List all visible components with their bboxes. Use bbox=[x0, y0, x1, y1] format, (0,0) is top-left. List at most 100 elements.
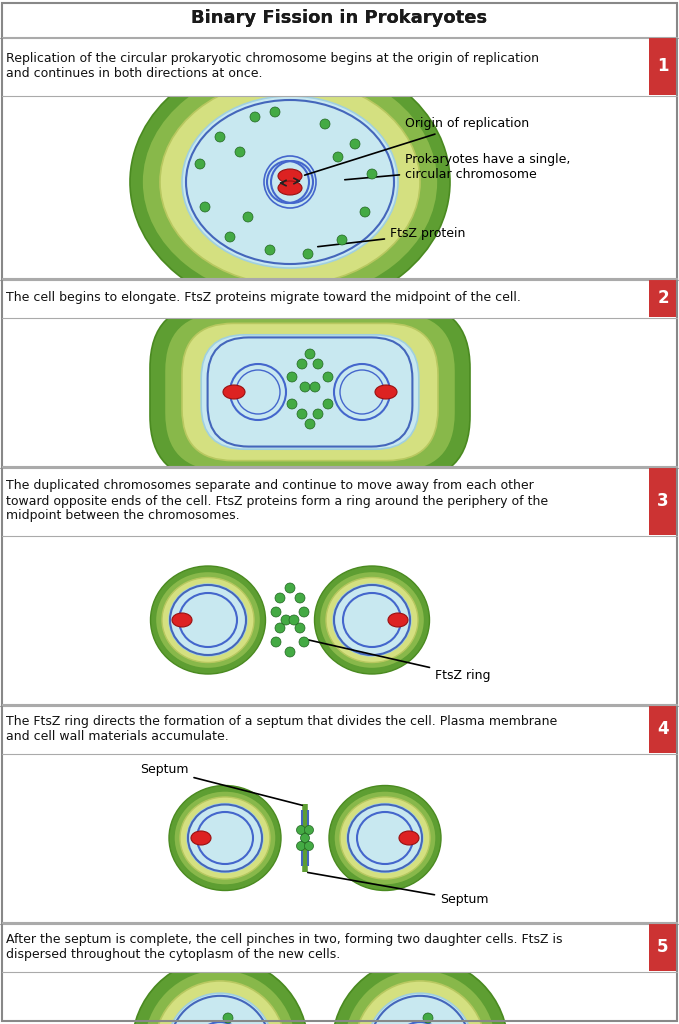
Circle shape bbox=[300, 382, 310, 392]
Circle shape bbox=[350, 139, 360, 150]
Ellipse shape bbox=[143, 970, 297, 1024]
Circle shape bbox=[271, 637, 281, 647]
Text: Septum: Septum bbox=[140, 764, 302, 805]
Circle shape bbox=[271, 607, 281, 617]
Text: FtsZ ring: FtsZ ring bbox=[303, 639, 490, 682]
Circle shape bbox=[299, 637, 309, 647]
Ellipse shape bbox=[278, 169, 302, 183]
Circle shape bbox=[297, 842, 306, 851]
Text: 1: 1 bbox=[657, 57, 669, 75]
Ellipse shape bbox=[388, 613, 408, 627]
Ellipse shape bbox=[169, 584, 247, 656]
FancyBboxPatch shape bbox=[201, 335, 419, 450]
Circle shape bbox=[367, 169, 377, 179]
Text: The cell begins to elongate. FtsZ proteins migrate toward the midpoint of the ce: The cell begins to elongate. FtsZ protei… bbox=[6, 292, 521, 304]
Circle shape bbox=[287, 372, 297, 382]
Circle shape bbox=[285, 647, 295, 657]
Ellipse shape bbox=[182, 96, 398, 268]
Circle shape bbox=[223, 1013, 233, 1023]
Circle shape bbox=[275, 593, 285, 603]
Ellipse shape bbox=[329, 785, 441, 891]
Ellipse shape bbox=[160, 79, 420, 285]
Circle shape bbox=[250, 112, 260, 122]
Circle shape bbox=[215, 132, 225, 142]
Text: 2: 2 bbox=[657, 289, 669, 307]
Circle shape bbox=[323, 372, 333, 382]
Ellipse shape bbox=[334, 791, 436, 885]
Bar bbox=[649, 705, 677, 753]
Circle shape bbox=[297, 359, 307, 369]
Circle shape bbox=[305, 349, 315, 359]
Text: FtsZ protein: FtsZ protein bbox=[318, 227, 465, 247]
Circle shape bbox=[304, 842, 314, 851]
Circle shape bbox=[323, 399, 333, 409]
Circle shape bbox=[299, 607, 309, 617]
Circle shape bbox=[360, 207, 370, 217]
Text: After the septum is complete, the cell pinches in two, forming two daughter cell: After the septum is complete, the cell p… bbox=[6, 933, 562, 961]
Circle shape bbox=[303, 249, 313, 259]
Ellipse shape bbox=[278, 181, 302, 195]
Text: 4: 4 bbox=[657, 720, 669, 738]
FancyBboxPatch shape bbox=[150, 304, 470, 480]
Text: Origin of replication: Origin of replication bbox=[305, 118, 529, 175]
Text: Binary Fission in Prokaryotes: Binary Fission in Prokaryotes bbox=[191, 9, 488, 27]
Text: Prokaryotes have a single,
circular chromosome: Prokaryotes have a single, circular chro… bbox=[345, 153, 570, 181]
Ellipse shape bbox=[187, 804, 263, 872]
Text: 3: 3 bbox=[657, 492, 669, 510]
Text: Septum: Septum bbox=[308, 872, 488, 906]
Ellipse shape bbox=[223, 385, 245, 399]
Bar bbox=[649, 37, 677, 95]
Ellipse shape bbox=[167, 993, 273, 1024]
FancyBboxPatch shape bbox=[182, 324, 438, 461]
Circle shape bbox=[235, 147, 245, 157]
Ellipse shape bbox=[340, 797, 430, 879]
Circle shape bbox=[337, 234, 347, 245]
Circle shape bbox=[320, 119, 330, 129]
Circle shape bbox=[301, 834, 310, 843]
Bar bbox=[649, 279, 677, 317]
Text: 5: 5 bbox=[657, 938, 669, 956]
Bar bbox=[649, 467, 677, 535]
Ellipse shape bbox=[191, 831, 211, 845]
Ellipse shape bbox=[355, 981, 485, 1024]
Ellipse shape bbox=[174, 791, 276, 885]
Circle shape bbox=[313, 409, 323, 419]
Circle shape bbox=[285, 583, 295, 593]
Circle shape bbox=[310, 382, 320, 392]
Circle shape bbox=[287, 399, 297, 409]
Ellipse shape bbox=[130, 52, 450, 312]
Circle shape bbox=[195, 159, 205, 169]
Circle shape bbox=[270, 106, 280, 117]
Circle shape bbox=[265, 245, 275, 255]
Circle shape bbox=[297, 825, 306, 835]
Text: Binary Fission in Prokaryotes: Binary Fission in Prokaryotes bbox=[191, 9, 488, 27]
Ellipse shape bbox=[375, 385, 397, 399]
Ellipse shape bbox=[172, 613, 192, 627]
Circle shape bbox=[281, 615, 291, 625]
Text: The FtsZ ring directs the formation of a septum that divides the cell. Plasma me: The FtsZ ring directs the formation of a… bbox=[6, 715, 557, 743]
Circle shape bbox=[225, 232, 235, 242]
Ellipse shape bbox=[320, 571, 424, 669]
Ellipse shape bbox=[347, 804, 423, 872]
Ellipse shape bbox=[155, 981, 285, 1024]
Circle shape bbox=[305, 419, 315, 429]
Ellipse shape bbox=[344, 970, 496, 1024]
Ellipse shape bbox=[132, 958, 308, 1024]
Ellipse shape bbox=[155, 571, 261, 669]
Ellipse shape bbox=[169, 785, 281, 891]
Circle shape bbox=[423, 1013, 433, 1023]
Text: The duplicated chromosomes separate and continue to move away from each other
to: The duplicated chromosomes separate and … bbox=[6, 479, 548, 522]
Ellipse shape bbox=[326, 578, 418, 663]
Circle shape bbox=[295, 623, 305, 633]
Circle shape bbox=[297, 409, 307, 419]
Circle shape bbox=[295, 593, 305, 603]
Circle shape bbox=[333, 152, 343, 162]
Ellipse shape bbox=[314, 566, 430, 674]
Circle shape bbox=[275, 623, 285, 633]
Circle shape bbox=[304, 825, 314, 835]
Circle shape bbox=[289, 615, 299, 625]
FancyBboxPatch shape bbox=[164, 312, 456, 471]
Circle shape bbox=[200, 202, 210, 212]
Circle shape bbox=[243, 212, 253, 222]
Ellipse shape bbox=[151, 566, 265, 674]
